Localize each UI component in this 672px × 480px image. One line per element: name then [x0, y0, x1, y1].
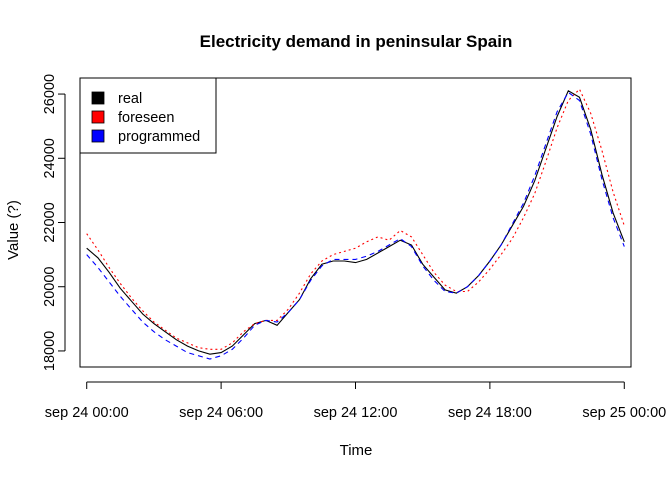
- y-axis: 18000 20000 22000 24000 26000: [42, 74, 66, 371]
- series-line-real: [86, 90, 625, 355]
- legend: real foreseen programmed: [79, 77, 217, 154]
- chart-title: Electricity demand in peninsular Spain: [200, 32, 513, 51]
- x-tick-label: sep 25 00:00: [582, 405, 666, 421]
- x-tick-label: sep 24 12:00: [314, 405, 398, 421]
- plot-frame: [79, 77, 632, 368]
- y-tick-label: 20000: [42, 267, 58, 307]
- legend-swatch-real: [91, 91, 105, 105]
- x-tick-label: sep 24 06:00: [179, 405, 263, 421]
- y-tick-label: 24000: [42, 138, 58, 178]
- series-layer: [86, 88, 625, 360]
- legend-label-foreseen: foreseen: [118, 110, 174, 126]
- y-tick-label: 18000: [42, 331, 58, 371]
- x-tick-label: sep 24 00:00: [45, 405, 129, 421]
- y-axis-label: Value (?): [5, 200, 22, 260]
- legend-swatch-programmed: [91, 129, 105, 143]
- x-axis: sep 24 00:00 sep 24 06:00 sep 24 12:00 sep …: [45, 381, 666, 421]
- x-tick-label: sep 24 18:00: [448, 405, 532, 421]
- y-tick-label: 22000: [42, 202, 58, 242]
- series-line-programmed: [86, 91, 625, 360]
- legend-label-programmed: programmed: [118, 129, 200, 145]
- legend-label-real: real: [118, 91, 142, 107]
- x-axis-label: Time: [340, 442, 373, 459]
- y-tick-label: 26000: [42, 74, 58, 114]
- legend-swatch-foreseen: [91, 110, 105, 124]
